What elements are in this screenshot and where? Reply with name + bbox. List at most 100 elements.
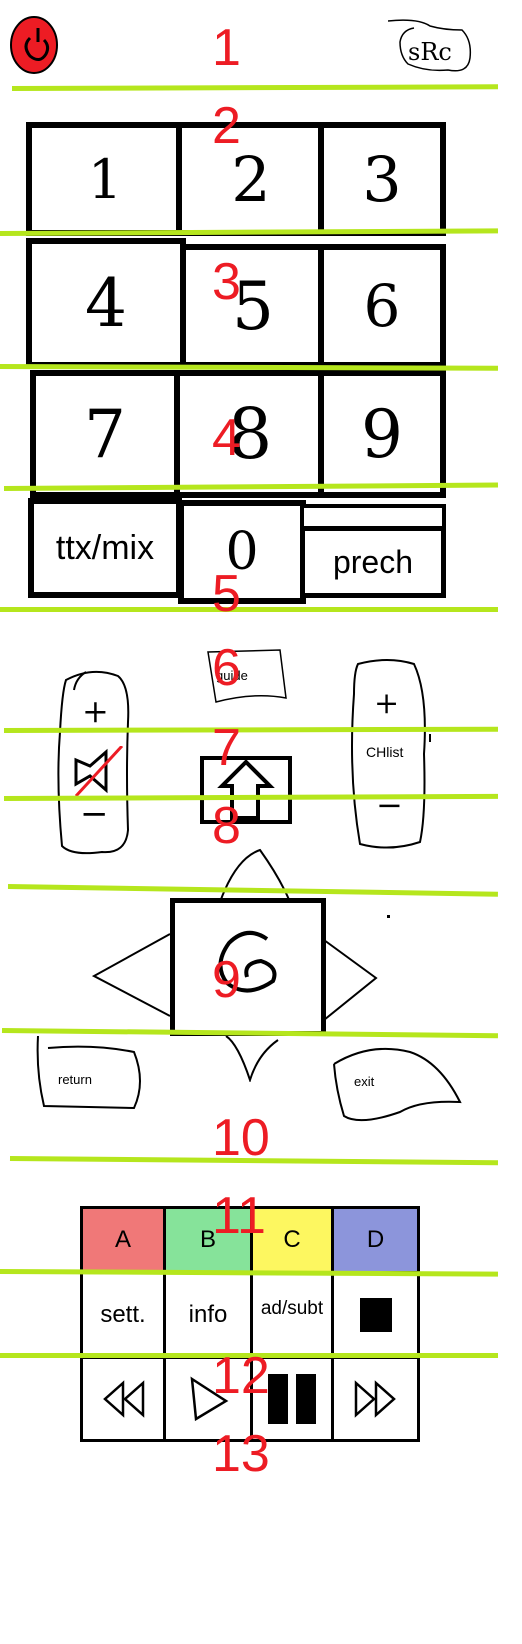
fast-forward-icon <box>354 1380 396 1418</box>
digit-7-label: 7 <box>84 395 126 473</box>
play-icon <box>190 1376 229 1422</box>
stop-icon <box>359 1298 392 1332</box>
channel-list-button[interactable]: CHlist <box>366 744 404 760</box>
ok-label: @ <box>175 903 176 904</box>
return-button[interactable]: return <box>34 1032 144 1112</box>
ok-dot <box>387 915 390 918</box>
arrow-up-icon <box>217 759 275 820</box>
info-button[interactable]: info <box>166 1274 250 1356</box>
section-number-6: 6 <box>212 639 241 697</box>
settings-button[interactable]: sett. <box>83 1274 163 1356</box>
exit-button[interactable]: exit <box>330 1040 466 1124</box>
separator-line <box>0 1353 498 1358</box>
rewind-button[interactable] <box>83 1359 163 1439</box>
volume-down-button[interactable]: − <box>80 794 109 834</box>
audio-subtitle-label: ad/subt <box>260 1298 324 1319</box>
digit-8-label: 8 <box>227 393 273 475</box>
rewind-icon <box>103 1380 145 1418</box>
section-number-13: 13 <box>212 1425 270 1483</box>
exit-label: exit <box>354 1074 375 1089</box>
digit-3-label: 3 <box>362 142 402 216</box>
digit-2-button[interactable]: 2 <box>176 122 326 236</box>
digit-7-button[interactable]: 7 <box>30 370 180 498</box>
arrow-up-icon <box>219 848 291 903</box>
volume-up-button[interactable]: + <box>82 692 109 730</box>
color-d-label: D <box>366 1226 385 1253</box>
digit-1-label: 1 <box>87 147 123 211</box>
digit-8-button[interactable]: 8 <box>174 370 326 498</box>
pause-icon-left <box>268 1374 288 1424</box>
prech-label: prech <box>332 543 414 580</box>
digit-4-button[interactable]: 4 <box>26 238 186 368</box>
color-button-a[interactable]: A <box>83 1209 163 1271</box>
channel-down-button[interactable]: − <box>376 786 403 824</box>
digit-9-button[interactable]: 9 <box>318 370 446 498</box>
channel-up-button[interactable]: + <box>374 686 400 721</box>
power-icon <box>24 28 50 61</box>
dpad-down-button[interactable] <box>224 1034 280 1082</box>
return-button-outline <box>36 1035 141 1110</box>
arrow-down-icon <box>225 1035 279 1082</box>
play-button[interactable] <box>166 1359 250 1439</box>
section-number-12: 12 <box>212 1347 270 1405</box>
digit-6-button[interactable]: 6 <box>318 244 446 368</box>
stop-button[interactable] <box>334 1274 417 1356</box>
power-button[interactable] <box>8 14 62 76</box>
channel-rocker-outline <box>351 659 431 849</box>
section-number-10: 10 <box>212 1109 270 1167</box>
ok-icon <box>218 931 277 993</box>
ttx-mix-label: ttx/mix <box>55 528 155 567</box>
section-number-5: 5 <box>212 565 241 623</box>
arrow-left-icon <box>92 933 171 1017</box>
section-number-4: 4 <box>212 409 241 467</box>
section-number-3: 3 <box>212 253 241 311</box>
arrow-right-icon <box>323 939 378 1021</box>
volume-rocker-outline <box>57 670 130 855</box>
settings-label: sett. <box>100 1301 146 1328</box>
section-number-11: 11 <box>212 1187 266 1245</box>
exit-button-outline <box>333 1047 462 1122</box>
source-button[interactable]: sRc <box>388 18 478 76</box>
digit-6-label: 6 <box>363 272 401 340</box>
digit-4-label: 4 <box>85 264 127 342</box>
section-number-7: 7 <box>212 719 241 777</box>
prech-button[interactable]: prech <box>300 526 446 598</box>
dpad-up-button[interactable] <box>216 848 292 904</box>
color-button-d[interactable]: D <box>334 1209 417 1271</box>
digit-0-button[interactable]: 0 <box>178 500 306 604</box>
color-button-c[interactable]: C <box>253 1209 331 1271</box>
dpad-right-button[interactable] <box>322 938 378 1022</box>
dpad-ok-button[interactable]: @ <box>170 898 390 1036</box>
digit-5-button[interactable]: 5 <box>180 244 326 368</box>
guide-label: guide <box>216 668 248 683</box>
section-number-8: 8 <box>212 797 241 855</box>
pause-icon-right <box>296 1374 316 1424</box>
separator-line <box>0 607 498 612</box>
return-label: return <box>58 1072 92 1087</box>
digit-3-button[interactable]: 3 <box>318 122 446 236</box>
mute-button[interactable] <box>70 746 126 798</box>
mute-icon <box>74 748 108 794</box>
separator-line <box>11 84 499 91</box>
pause-button[interactable] <box>253 1359 331 1439</box>
fast-forward-button[interactable] <box>334 1359 417 1439</box>
guide-button[interactable]: guide <box>204 648 290 704</box>
dpad-left-button[interactable] <box>92 932 172 1018</box>
grid-divider-v1 <box>163 1209 166 1439</box>
guide-button-outline <box>207 649 287 703</box>
color-button-b[interactable]: B <box>166 1209 250 1271</box>
grid-divider-v3 <box>331 1209 334 1439</box>
section-number-9: 9 <box>212 951 241 1009</box>
digit-1-button[interactable]: 1 <box>26 122 184 236</box>
grid-divider-v2 <box>250 1209 253 1439</box>
audio-subtitle-button[interactable]: ad/subt <box>253 1274 331 1356</box>
digit-2-label: 2 <box>231 142 271 216</box>
digit-5-label: 5 <box>232 267 274 345</box>
color-a-label: A <box>114 1226 131 1253</box>
ttx-mix-button[interactable]: ttx/mix <box>28 498 182 598</box>
digit-0-label: 0 <box>225 522 259 582</box>
input-button[interactable] <box>200 756 292 824</box>
color-b-label: B <box>199 1226 216 1253</box>
color-c-label: C <box>283 1226 301 1253</box>
digit-9-label: 9 <box>361 395 403 473</box>
